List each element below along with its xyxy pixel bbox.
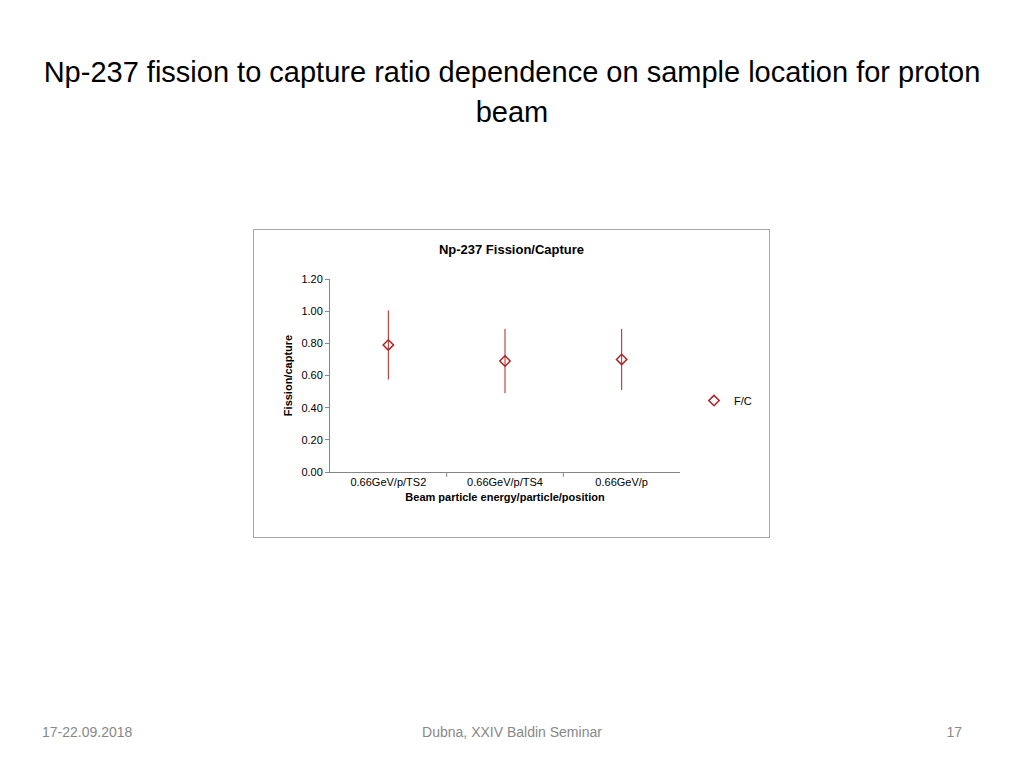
html-text:Dubna, XXIV Baldin Seminar: Dubna, XXIV Baldin Seminar [422, 724, 602, 740]
svg-text:1.20: 1.20 [301, 273, 322, 285]
svg-text:0.60: 0.60 [301, 369, 322, 381]
svg-text:Fission/capture: Fission/capture [282, 335, 294, 416]
svg-text:0.66GeV/p/TS2: 0.66GeV/p/TS2 [350, 476, 426, 488]
html-text:17-22.09.2018: 17-22.09.2018 [42, 724, 133, 740]
svg-text:0.80: 0.80 [301, 337, 322, 349]
svg-text:0.40: 0.40 [301, 402, 322, 414]
svg-text:0.00: 0.00 [301, 466, 322, 478]
svg-text:Np-237 Fission/Capture: Np-237 Fission/Capture [439, 242, 584, 257]
svg-text:0.66GeV/p: 0.66GeV/p [595, 476, 648, 488]
svg-text:F/C: F/C [734, 395, 752, 407]
svg-text:0.66GeV/p/TS4: 0.66GeV/p/TS4 [467, 476, 543, 488]
html-text:Np-237 fission to capture rati: Np-237 fission to capture ratio dependen… [43, 56, 981, 128]
svg-text:0.20: 0.20 [301, 434, 322, 446]
svg-text:Beam particle energy/particle/: Beam particle energy/particle/position [405, 491, 605, 503]
svg-text:1.00: 1.00 [301, 305, 322, 317]
html-text:17: 17 [946, 724, 962, 740]
